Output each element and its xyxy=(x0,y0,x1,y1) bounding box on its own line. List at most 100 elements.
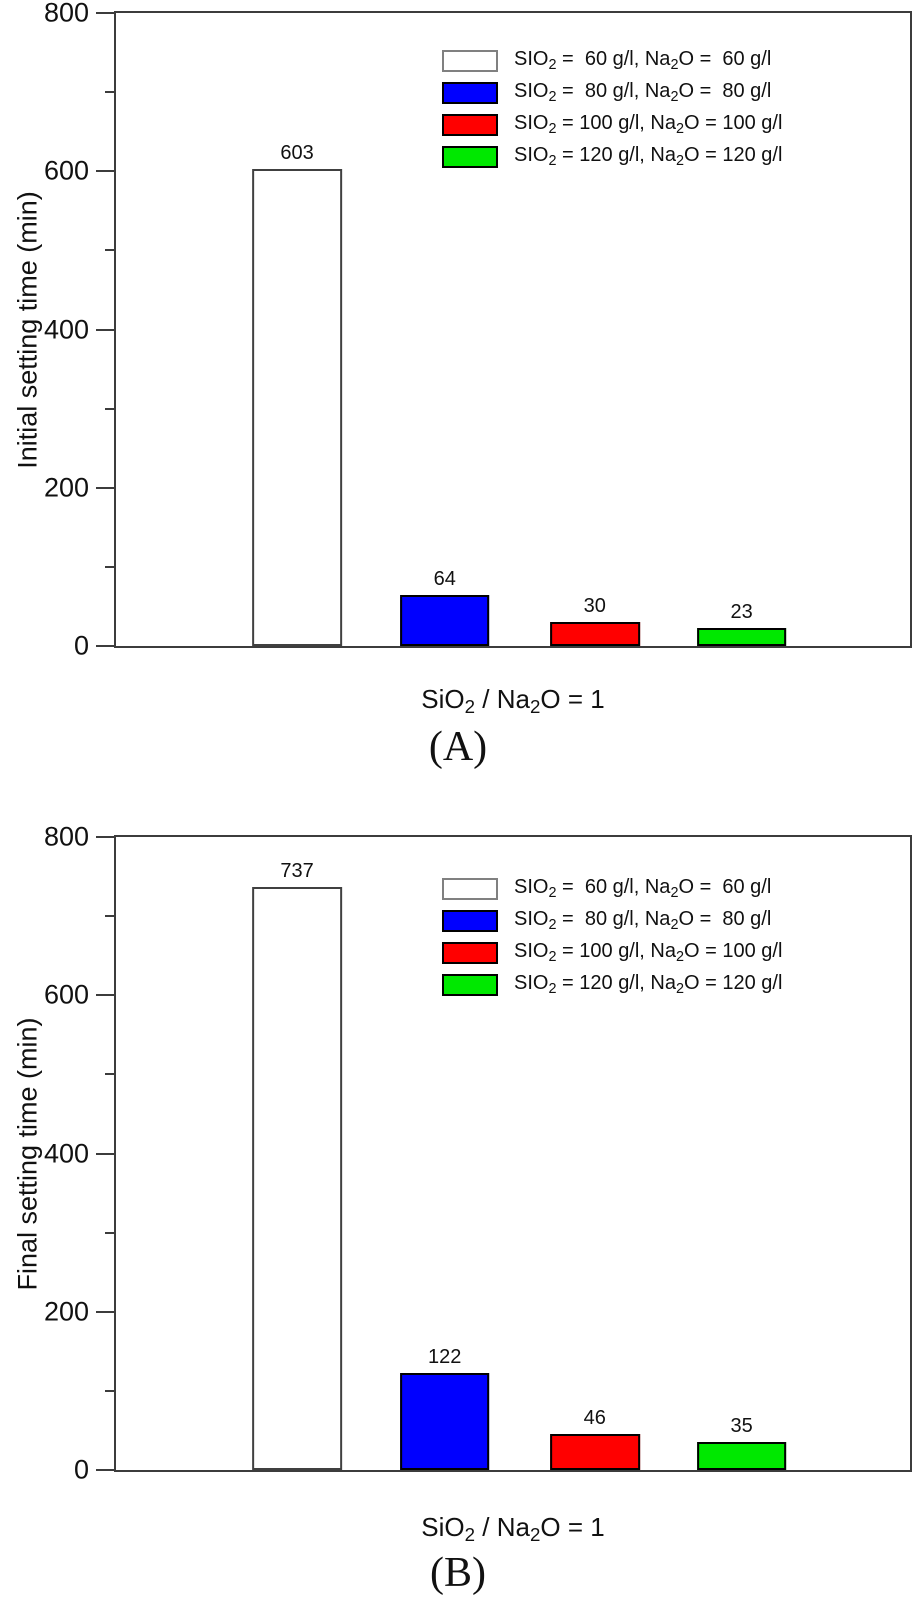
subscript-text: 2 xyxy=(676,153,685,170)
bar-value-label: 46 xyxy=(583,1406,606,1429)
y-axis-minor-tick xyxy=(105,565,116,568)
text-run: O = 80 g/l xyxy=(678,80,772,103)
bar-60gpl xyxy=(252,168,342,646)
bar-60gpl xyxy=(252,886,342,1470)
panel-label-B: (B) xyxy=(430,1550,486,1596)
bar-100gpl xyxy=(549,622,640,646)
text-run: O = 1 xyxy=(540,684,605,714)
y-axis-tick-label: 800 xyxy=(43,821,89,852)
text-run: O = 80 g/l xyxy=(678,908,772,931)
text-run: SIO xyxy=(514,972,549,995)
text-run: = 100 g/l, Na xyxy=(556,112,676,135)
legend-swatch xyxy=(442,878,498,900)
text-run: = 120 g/l, Na xyxy=(556,972,676,995)
panel-label-A: (A) xyxy=(428,724,488,770)
text-run: O = 1 xyxy=(540,1512,605,1542)
y-axis-minor-tick xyxy=(105,91,116,94)
bar-value-label: 122 xyxy=(428,1346,462,1369)
legend-item-60gpl: SIO2 = 60 g/l, Na2O = 60 g/l xyxy=(442,876,782,902)
legend-item-label: SIO2 = 100 g/l, Na2O = 100 g/l xyxy=(514,113,782,136)
subscript-text: 2 xyxy=(670,57,679,74)
text-run: = 80 g/l, Na xyxy=(556,908,671,931)
subscript-text: 2 xyxy=(464,696,476,718)
text-run: SIO xyxy=(514,940,549,963)
bar-120gpl xyxy=(696,627,787,646)
legend-swatch xyxy=(442,82,498,104)
plot-area-A: 0 200 400 600 800 603 64 30 23 SIO2 = 60 g/l, Na2… xyxy=(44,0,912,659)
bar-120gpl xyxy=(696,1442,787,1470)
text-run: O = 60 g/l xyxy=(678,48,772,71)
y-axis-major-tick xyxy=(96,1469,116,1471)
y-axis-tick-label: 0 xyxy=(73,630,89,661)
y-axis-major-tick xyxy=(96,486,116,489)
subscript-text: 2 xyxy=(548,949,557,966)
legend: SIO2 = 60 g/l, Na2O = 60 g/l SIO2 = 80 g/… xyxy=(442,876,782,1004)
subscript-text: 2 xyxy=(464,1524,476,1546)
subscript-text: 2 xyxy=(676,949,685,966)
bar-value-label: 30 xyxy=(583,595,606,618)
legend-item-80gpl: SIO2 = 80 g/l, Na2O = 80 g/l xyxy=(442,80,782,106)
subscript-text: 2 xyxy=(548,917,557,934)
legend: SIO2 = 60 g/l, Na2O = 60 g/l SIO2 = 80 g/… xyxy=(442,48,782,176)
subscript-text: 2 xyxy=(548,89,557,106)
y-axis-major-tick xyxy=(96,170,116,173)
subscript-text: 2 xyxy=(670,89,679,106)
y-axis-major-tick xyxy=(96,12,116,14)
text-run: / Na xyxy=(475,1512,530,1542)
text-run: SIO xyxy=(514,876,549,899)
text-run: O = 60 g/l xyxy=(678,876,772,899)
subscript-text: 2 xyxy=(548,153,557,170)
y-axis-minor-tick xyxy=(105,1389,116,1392)
subscript-text: 2 xyxy=(676,981,685,998)
subscript-text: 2 xyxy=(670,885,679,902)
y-axis-minor-tick xyxy=(105,1231,116,1234)
y-axis-tick-label: 0 xyxy=(73,1454,89,1485)
y-axis-major-tick xyxy=(96,1152,116,1155)
x-axis-label: SiO2 / Na2O = 1 xyxy=(421,684,604,718)
bar-80gpl xyxy=(399,595,490,646)
legend-item-label: SIO2 = 60 g/l, Na2O = 60 g/l xyxy=(514,49,771,72)
subscript-text: 2 xyxy=(676,121,685,138)
subscript-text: 2 xyxy=(548,885,557,902)
text-run: / Na xyxy=(475,684,530,714)
y-axis-tick-label: 400 xyxy=(43,1138,89,1168)
y-axis-major-tick xyxy=(96,645,116,647)
legend-item-label: SIO2 = 80 g/l, Na2O = 80 g/l xyxy=(514,81,771,104)
text-run: O = 100 g/l xyxy=(684,112,783,135)
legend-swatch xyxy=(442,974,498,996)
y-axis-major-tick xyxy=(96,1310,116,1313)
legend-swatch xyxy=(442,50,498,72)
text-run: = 60 g/l, Na xyxy=(556,876,671,899)
y-axis-tick-label: 600 xyxy=(43,979,89,1010)
text-run: O = 100 g/l xyxy=(684,940,783,963)
y-axis-title: Final setting time (min) xyxy=(12,1017,43,1291)
text-run: SiO xyxy=(421,684,465,714)
legend-item-100gpl: SIO2 = 100 g/l, Na2O = 100 g/l xyxy=(442,940,782,966)
y-axis-tick-label: 600 xyxy=(43,155,89,186)
text-run: O = 120 g/l xyxy=(684,972,783,995)
legend-item-label: SIO2 = 60 g/l, Na2O = 60 g/l xyxy=(514,877,771,900)
bar-100gpl xyxy=(549,1433,640,1470)
text-run: = 80 g/l, Na xyxy=(556,80,671,103)
y-axis-minor-tick xyxy=(105,1073,116,1076)
legend-swatch xyxy=(442,146,498,168)
legend-item-120gpl: SIO2 = 120 g/l, Na2O = 120 g/l xyxy=(442,144,782,170)
legend-item-label: SIO2 = 120 g/l, Na2O = 120 g/l xyxy=(514,973,782,996)
legend-item-label: SIO2 = 100 g/l, Na2O = 100 g/l xyxy=(514,941,782,964)
y-axis-major-tick xyxy=(96,328,116,331)
legend-swatch xyxy=(442,114,498,136)
y-axis-minor-tick xyxy=(105,407,116,410)
y-axis-minor-tick xyxy=(105,249,116,252)
x-axis-label: SiO2 / Na2O = 1 xyxy=(421,1512,604,1546)
bar-value-label: 737 xyxy=(280,859,314,882)
y-axis-title: Initial setting time (min) xyxy=(12,191,43,469)
y-axis-tick-label: 200 xyxy=(43,1296,89,1327)
subscript-text: 2 xyxy=(548,981,557,998)
legend-item-label: SIO2 = 80 g/l, Na2O = 80 g/l xyxy=(514,909,771,932)
y-axis-major-tick xyxy=(96,994,116,997)
text-run: SIO xyxy=(514,80,549,103)
y-axis-tick-label: 800 xyxy=(43,0,89,28)
bar-value-label: 64 xyxy=(433,568,456,591)
panel-A: Initial setting time (min) 0 200 400 600 800… xyxy=(0,0,917,780)
text-run: O = 120 g/l xyxy=(684,144,783,167)
